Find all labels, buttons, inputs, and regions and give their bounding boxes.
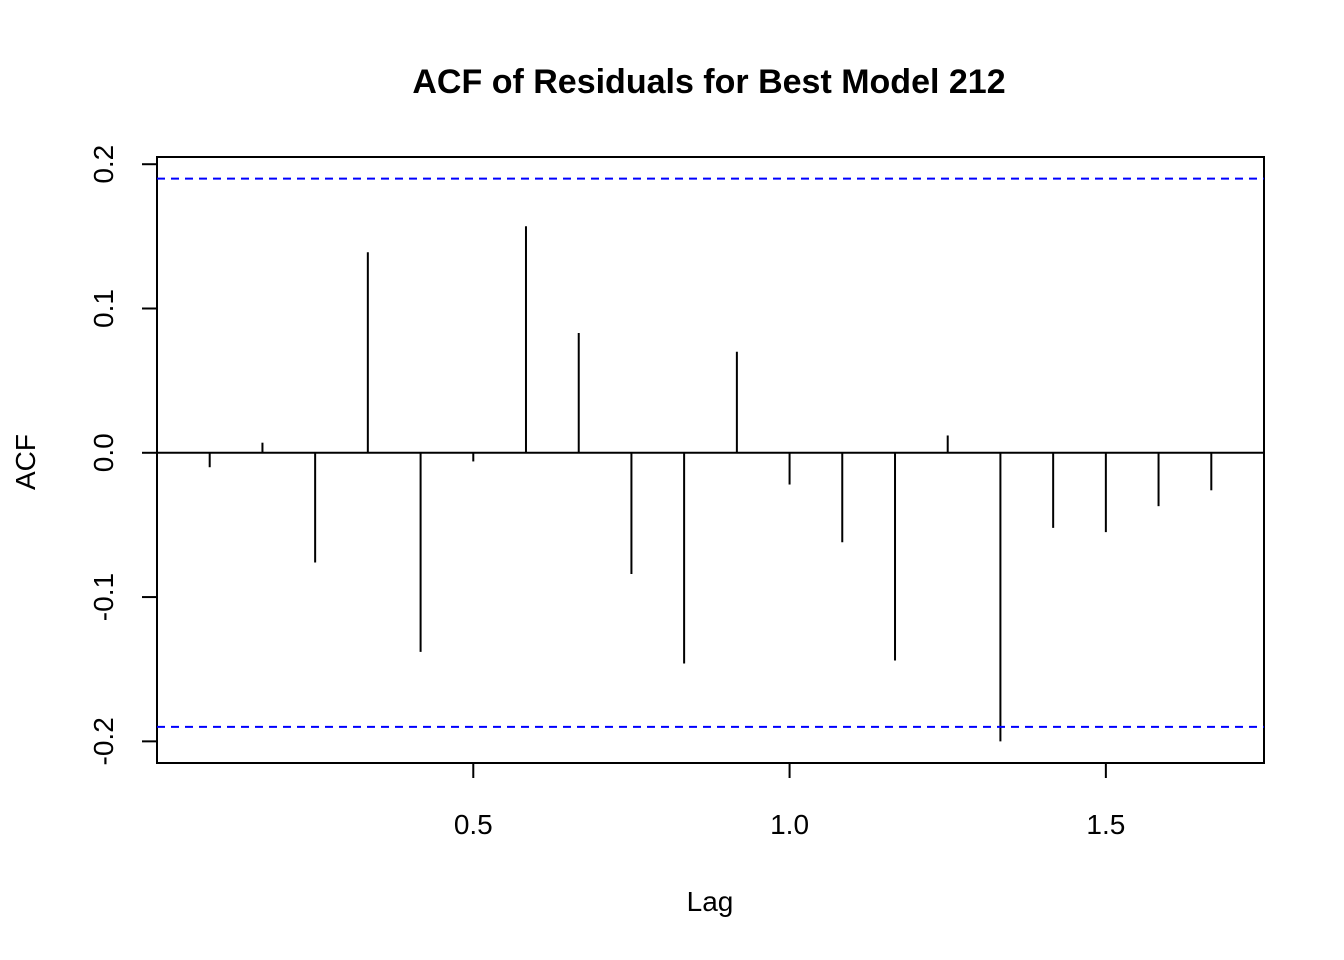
x-axis: 0.5 1.0 1.5 bbox=[454, 763, 1125, 840]
y-tick-label: 0.0 bbox=[88, 433, 119, 472]
chart-title: ACF of Residuals for Best Model 212 bbox=[412, 63, 1005, 101]
x-tick-label: 1.5 bbox=[1086, 809, 1125, 840]
y-axis-label: ACF bbox=[10, 434, 41, 490]
y-tick-label: -0.1 bbox=[88, 573, 119, 621]
x-tick-label: 1.0 bbox=[770, 809, 809, 840]
x-axis-label: Lag bbox=[687, 886, 734, 917]
y-tick-label: 0.1 bbox=[88, 289, 119, 328]
y-tick-label: -0.2 bbox=[88, 717, 119, 765]
y-axis: -0.2 -0.1 0.0 0.1 0.2 bbox=[88, 145, 157, 765]
y-tick-label: 0.2 bbox=[88, 145, 119, 184]
plot-area-border bbox=[156, 156, 1265, 764]
confidence-bounds bbox=[157, 177, 1264, 728]
x-tick-label: 0.5 bbox=[454, 809, 493, 840]
acf-bars bbox=[208, 226, 1213, 742]
